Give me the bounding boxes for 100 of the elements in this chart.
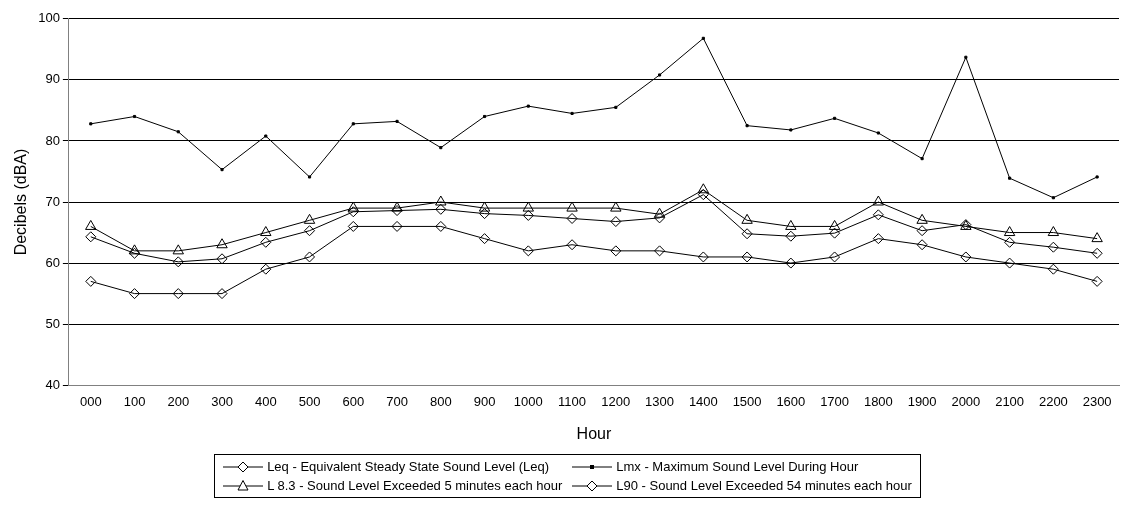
point <box>654 245 666 257</box>
point <box>614 105 618 109</box>
x-tick-label: 200 <box>167 393 190 409</box>
point <box>85 275 97 287</box>
x-tick-label: 1400 <box>688 393 718 409</box>
point <box>439 146 443 150</box>
point <box>479 208 491 220</box>
point <box>1047 241 1059 253</box>
point <box>522 245 534 257</box>
point <box>85 219 97 230</box>
point <box>176 130 180 134</box>
point <box>479 233 491 245</box>
point <box>132 114 137 119</box>
point <box>741 251 753 263</box>
point <box>828 219 841 230</box>
point <box>920 157 924 161</box>
point <box>435 220 447 232</box>
point <box>916 239 928 251</box>
point <box>610 245 622 257</box>
x-tick-label: 800 <box>429 393 452 409</box>
point <box>85 231 97 243</box>
point <box>391 220 403 232</box>
point <box>701 36 705 40</box>
point <box>260 236 272 248</box>
point <box>129 288 141 300</box>
point <box>829 227 841 239</box>
point <box>260 263 272 275</box>
point <box>653 207 666 218</box>
x-tick-label: 1600 <box>776 393 806 409</box>
x-tick-label: 100 <box>123 393 146 409</box>
point <box>129 247 141 259</box>
point <box>610 216 622 228</box>
point <box>785 219 797 230</box>
y-tick-label: 60 <box>45 254 60 270</box>
x-tick-label: 1200 <box>601 393 631 409</box>
x-tick-label: 2300 <box>1082 393 1112 409</box>
x-tick-label: 1700 <box>820 393 850 409</box>
point <box>872 195 885 206</box>
point <box>1003 226 1016 237</box>
point <box>347 206 359 218</box>
point <box>391 205 403 217</box>
point <box>1091 247 1103 259</box>
point <box>566 212 578 224</box>
legend-label: Leq - Equivalent Steady State Sound Level (Leq) <box>267 459 549 474</box>
point <box>264 134 268 138</box>
point <box>789 128 793 132</box>
point <box>347 220 359 232</box>
point <box>741 213 753 224</box>
x-tick-label: 1000 <box>513 393 543 409</box>
point <box>1004 257 1016 269</box>
point <box>697 189 709 201</box>
point <box>876 131 880 135</box>
legend-label: Lmx - Maximum Sound Level During Hour <box>616 459 859 474</box>
x-tick-label: 1800 <box>863 393 893 409</box>
point <box>916 213 928 224</box>
point <box>172 256 184 268</box>
point <box>304 225 316 237</box>
point <box>216 288 228 300</box>
point <box>1047 263 1059 275</box>
x-tick-label: 900 <box>473 393 496 409</box>
legend-label: L90 - Sound Level Exceeded 54 minutes each hour <box>616 478 912 493</box>
point <box>872 209 884 221</box>
y-tick-label: 100 <box>38 10 60 26</box>
x-tick-label: 1300 <box>645 393 675 409</box>
point <box>916 225 928 237</box>
point <box>526 104 530 108</box>
point <box>216 238 228 249</box>
point <box>220 168 224 172</box>
point <box>1004 236 1016 248</box>
x-tick-label: 1900 <box>907 393 937 409</box>
legend-label: L 8.3 - Sound Level Exceeded 5 minutes each hour <box>267 478 563 493</box>
y-tick-label: 80 <box>45 132 60 148</box>
x-tick-label: 1500 <box>732 393 762 409</box>
point <box>654 212 666 224</box>
point <box>128 244 141 255</box>
y-tick-label: 70 <box>45 193 60 209</box>
point <box>304 251 316 263</box>
point <box>260 226 272 237</box>
x-tick-label: 300 <box>211 393 233 409</box>
point <box>829 251 841 263</box>
point <box>872 233 884 245</box>
x-tick-label: 700 <box>386 393 408 409</box>
point <box>741 228 753 240</box>
point <box>1091 275 1103 287</box>
x-tick-label: 2000 <box>951 393 981 409</box>
point <box>483 114 487 119</box>
x-tick-label: 500 <box>298 393 321 409</box>
point <box>172 288 184 300</box>
point <box>89 122 93 126</box>
point <box>570 111 574 116</box>
point <box>785 230 797 242</box>
point <box>697 251 709 263</box>
y-axis-title: Decibels (dBA) <box>12 148 30 256</box>
y-tick-label: 90 <box>45 71 60 87</box>
point <box>960 251 972 263</box>
x-tick-label: 1100 <box>558 393 587 409</box>
point <box>658 73 662 77</box>
point <box>1008 176 1012 180</box>
x-tick-label: 2200 <box>1038 393 1068 409</box>
y-tick-label: 40 <box>45 376 60 392</box>
